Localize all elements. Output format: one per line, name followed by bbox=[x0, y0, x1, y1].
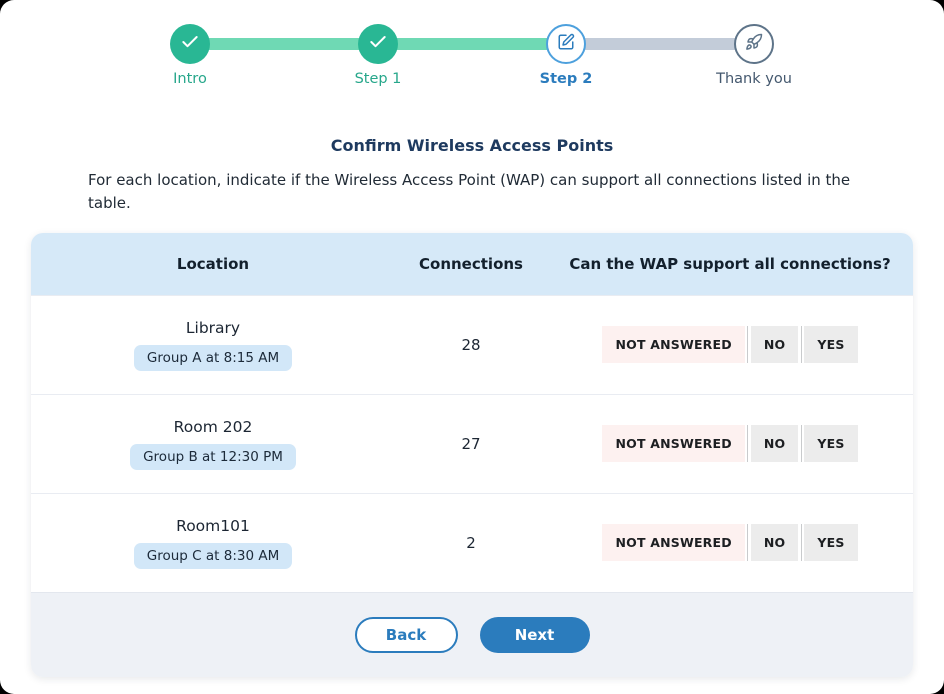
segment-divider bbox=[800, 425, 802, 462]
not-answered-option[interactable]: NOT ANSWERED bbox=[602, 326, 745, 363]
group-badge: Group A at 8:15 AM bbox=[133, 344, 293, 371]
step-label: Step 1 bbox=[354, 71, 402, 87]
yes-option[interactable]: YES bbox=[804, 425, 858, 462]
table-row: Room101 Group C at 8:30 AM 2 NOT ANSWERE… bbox=[31, 492, 913, 592]
table-header: Location Connections Can the WAP support… bbox=[31, 232, 913, 295]
header-location: Location bbox=[176, 254, 250, 273]
step-1-circle bbox=[358, 24, 398, 64]
location-name: Library bbox=[185, 318, 241, 337]
step-label: Step 2 bbox=[539, 71, 593, 87]
step-label: Intro bbox=[173, 71, 207, 87]
yes-option[interactable]: YES bbox=[804, 524, 858, 561]
no-option[interactable]: NO bbox=[750, 326, 799, 363]
card-footer: Back Next bbox=[31, 591, 913, 677]
back-button[interactable]: Back bbox=[354, 616, 458, 653]
step-2-circle bbox=[546, 24, 586, 64]
no-option[interactable]: NO bbox=[750, 425, 799, 462]
location-name: Room101 bbox=[176, 516, 250, 535]
answer-cell: NOT ANSWERED NO YES bbox=[547, 425, 913, 462]
location-name: Room 202 bbox=[173, 417, 253, 436]
table-row: Room 202 Group B at 12:30 PM 27 NOT ANSW… bbox=[31, 393, 913, 493]
check-icon bbox=[180, 32, 200, 56]
next-button[interactable]: Next bbox=[479, 616, 590, 653]
table-row: Library Group A at 8:15 AM 28 NOT ANSWER… bbox=[31, 294, 913, 394]
group-badge: Group C at 8:30 AM bbox=[133, 542, 293, 569]
location-cell: Library Group A at 8:15 AM bbox=[31, 319, 395, 371]
connections-value: 28 bbox=[461, 335, 481, 354]
step-label: Thank you bbox=[716, 71, 792, 87]
step-thank-you[interactable]: Thank you bbox=[660, 24, 848, 87]
step-thank-you-circle bbox=[734, 24, 774, 64]
page-title: Confirm Wireless Access Points bbox=[330, 136, 614, 155]
stepper-connector bbox=[190, 38, 378, 50]
stepper-connector bbox=[378, 38, 566, 50]
not-answered-option[interactable]: NOT ANSWERED bbox=[602, 524, 745, 561]
answer-toggle: NOT ANSWERED NO YES bbox=[602, 425, 858, 462]
step-intro-circle bbox=[170, 24, 210, 64]
stepper-connector bbox=[566, 38, 754, 50]
step-intro[interactable]: Intro bbox=[96, 24, 284, 87]
yes-option[interactable]: YES bbox=[804, 326, 858, 363]
segment-divider bbox=[747, 524, 749, 561]
group-badge: Group B at 12:30 PM bbox=[130, 443, 296, 470]
segment-divider bbox=[800, 326, 802, 363]
no-option[interactable]: NO bbox=[750, 524, 799, 561]
answer-cell: NOT ANSWERED NO YES bbox=[547, 326, 913, 363]
header-connections: Connections bbox=[419, 254, 523, 273]
location-cell: Room101 Group C at 8:30 AM bbox=[31, 517, 395, 569]
location-cell: Room 202 Group B at 12:30 PM bbox=[31, 418, 395, 470]
answer-toggle: NOT ANSWERED NO YES bbox=[602, 326, 858, 363]
not-answered-option[interactable]: NOT ANSWERED bbox=[602, 425, 745, 462]
page-description: For each location, indicate if the Wirel… bbox=[88, 171, 851, 213]
step-1[interactable]: Step 1 bbox=[284, 24, 472, 87]
connections-value: 27 bbox=[461, 434, 481, 453]
answer-cell: NOT ANSWERED NO YES bbox=[547, 524, 913, 561]
segment-divider bbox=[800, 524, 802, 561]
connections-value: 2 bbox=[466, 533, 476, 552]
segment-divider bbox=[747, 326, 749, 363]
progress-stepper: Intro Step 1 Step 2 bbox=[96, 24, 848, 110]
check-icon bbox=[368, 32, 388, 56]
rocket-icon bbox=[745, 33, 763, 55]
header-wap-support: Can the WAP support all connections? bbox=[569, 254, 891, 273]
answer-toggle: NOT ANSWERED NO YES bbox=[602, 524, 858, 561]
wap-table: Location Connections Can the WAP support… bbox=[31, 232, 913, 677]
edit-icon bbox=[557, 33, 575, 55]
segment-divider bbox=[747, 425, 749, 462]
step-2[interactable]: Step 2 bbox=[472, 24, 660, 87]
